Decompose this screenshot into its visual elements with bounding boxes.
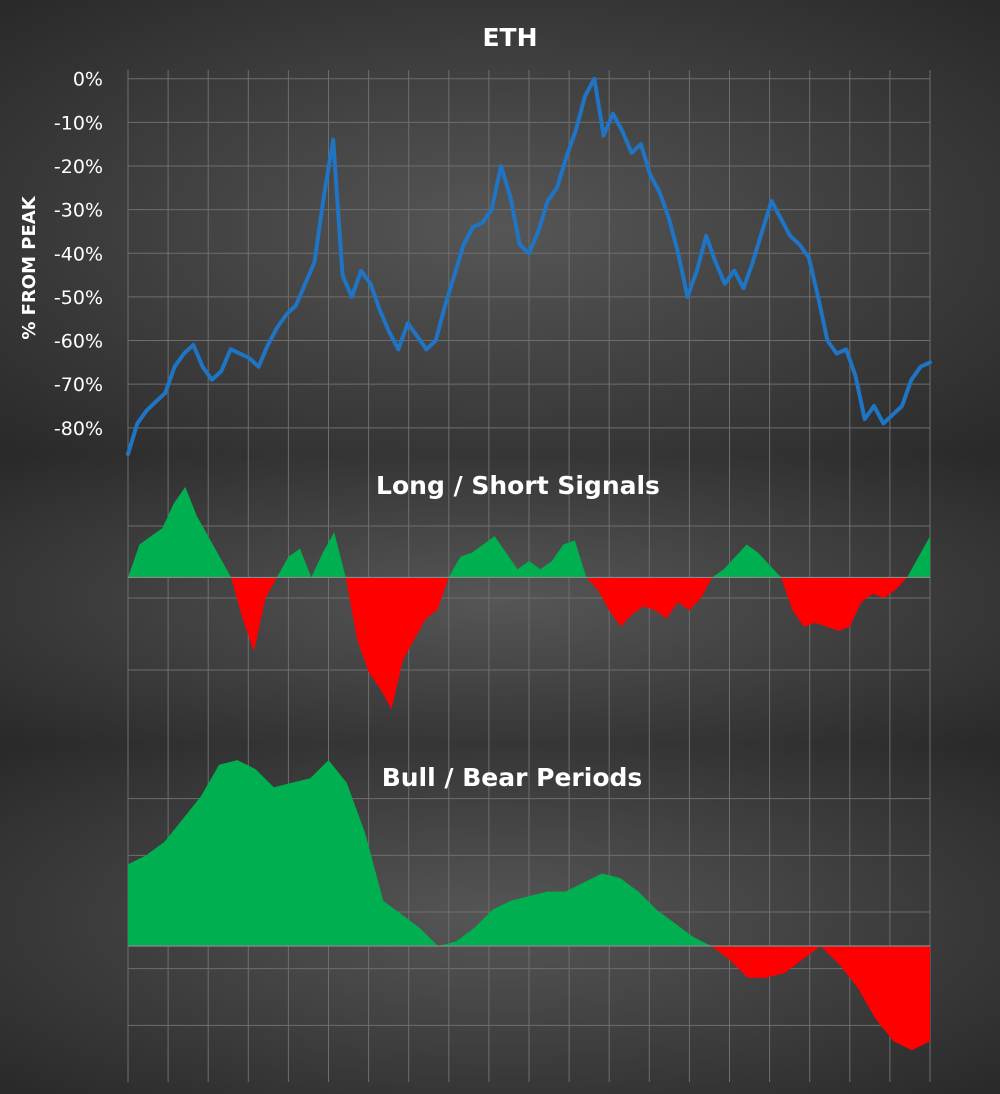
eth-y-axis-label: % FROM PEAK	[19, 195, 40, 339]
y-tick-label: -70%	[54, 374, 103, 396]
y-tick-label: -40%	[54, 243, 103, 265]
y-tick-label: -10%	[54, 112, 103, 134]
signals-panel: Long / Short Signals	[127, 454, 931, 742]
eth-line-series	[126, 76, 932, 456]
periods-title: Bull / Bear Periods	[382, 763, 643, 792]
signals-area-series	[128, 486, 930, 710]
eth-panel: ETH % FROM PEAK 0% -10% -20% -30% -40% -50% -6…	[19, 23, 932, 456]
negative-area	[711, 946, 930, 1051]
signals-title: Long / Short Signals	[376, 471, 660, 500]
y-tick-label: -60%	[54, 331, 103, 353]
eth-y-tick-labels: 0% -10% -20% -30% -40% -50% -60% -70% -80%	[54, 69, 103, 440]
y-tick-label: -20%	[54, 156, 103, 178]
eth-gridlines	[127, 70, 931, 454]
y-tick-label: -50%	[54, 287, 103, 309]
positive-area	[128, 760, 712, 946]
eth-title: ETH	[482, 23, 537, 52]
periods-panel: Bull / Bear Periods	[127, 742, 931, 1082]
positive-area	[128, 486, 930, 578]
y-tick-label: -30%	[54, 200, 103, 222]
y-tick-label: 0%	[73, 69, 103, 91]
periods-area-series	[128, 760, 930, 1051]
y-tick-label: -80%	[54, 418, 103, 440]
eth-price-line	[126, 76, 932, 456]
negative-area	[231, 577, 908, 710]
panel-eth-background	[0, 0, 1000, 456]
